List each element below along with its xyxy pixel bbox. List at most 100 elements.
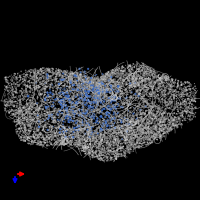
Point xyxy=(75,142,79,145)
Point xyxy=(85,101,88,104)
Point xyxy=(106,105,109,108)
Point xyxy=(137,125,140,128)
Point xyxy=(78,141,81,144)
Point xyxy=(41,69,45,72)
Point xyxy=(123,150,126,153)
Point xyxy=(115,93,118,96)
Point xyxy=(88,121,91,124)
Point xyxy=(98,91,101,94)
Point xyxy=(128,95,132,98)
Point xyxy=(83,138,86,141)
Point xyxy=(97,95,100,99)
Point xyxy=(125,147,128,151)
Point xyxy=(8,91,11,94)
Point xyxy=(30,122,33,125)
Point xyxy=(88,86,91,89)
Point xyxy=(149,81,152,85)
Point xyxy=(106,128,109,132)
Point xyxy=(177,101,180,104)
Point xyxy=(127,73,130,76)
Point xyxy=(160,134,163,137)
Point xyxy=(51,72,55,76)
Point xyxy=(126,73,129,76)
Point xyxy=(41,90,45,93)
Point xyxy=(79,128,83,132)
Point xyxy=(12,87,15,91)
Point xyxy=(131,75,134,78)
Point xyxy=(71,119,74,122)
Point xyxy=(63,143,66,146)
Point xyxy=(81,140,84,143)
Point xyxy=(28,114,31,117)
Point xyxy=(73,76,77,79)
Point xyxy=(157,131,160,134)
Point xyxy=(101,124,105,127)
Point xyxy=(95,87,98,90)
Point xyxy=(102,101,105,104)
Point xyxy=(74,143,77,147)
Point xyxy=(94,143,97,146)
Point xyxy=(103,128,106,132)
Point xyxy=(21,97,24,100)
Point xyxy=(75,71,78,74)
Point xyxy=(98,87,101,90)
Point xyxy=(77,114,80,117)
Point xyxy=(81,109,85,112)
Point xyxy=(162,91,165,94)
Point xyxy=(113,150,116,153)
Point xyxy=(101,83,104,86)
Point xyxy=(42,75,45,79)
Point xyxy=(96,101,99,104)
Point xyxy=(124,149,127,152)
Point xyxy=(194,106,197,109)
Point xyxy=(37,108,40,111)
Point xyxy=(89,102,92,105)
Point xyxy=(122,127,125,130)
Point xyxy=(38,81,42,84)
Point xyxy=(129,148,133,151)
Point xyxy=(24,140,27,143)
Point xyxy=(109,98,113,101)
Point xyxy=(118,147,121,150)
Point xyxy=(24,127,28,130)
Point xyxy=(81,111,85,115)
Point xyxy=(92,89,95,92)
Point xyxy=(49,142,52,145)
Point xyxy=(75,93,78,96)
Point xyxy=(89,117,93,120)
Point xyxy=(106,156,109,159)
Point xyxy=(76,88,80,91)
Point xyxy=(115,109,118,112)
Point xyxy=(94,87,98,90)
Point xyxy=(113,83,116,86)
Point xyxy=(27,137,31,140)
Point xyxy=(46,135,49,138)
Point xyxy=(27,80,30,83)
Point xyxy=(168,97,171,100)
Point xyxy=(25,75,28,78)
Point xyxy=(112,118,115,121)
Point xyxy=(140,80,143,83)
Point xyxy=(130,84,133,87)
Point xyxy=(122,85,126,88)
Point xyxy=(31,81,34,84)
Point xyxy=(183,85,186,88)
Point xyxy=(112,152,115,156)
Point xyxy=(105,121,109,124)
Point xyxy=(117,139,120,142)
Point xyxy=(139,86,143,89)
Point xyxy=(182,99,185,102)
Point xyxy=(128,75,131,78)
Point xyxy=(132,69,135,72)
Point xyxy=(22,122,25,126)
Point xyxy=(51,137,54,140)
Point xyxy=(28,99,31,102)
Point xyxy=(109,159,112,162)
Point xyxy=(145,69,148,72)
Point xyxy=(65,119,69,122)
Point xyxy=(96,86,100,89)
Point xyxy=(94,144,97,148)
Point xyxy=(117,124,120,128)
Point xyxy=(86,136,89,139)
Point xyxy=(40,112,43,115)
